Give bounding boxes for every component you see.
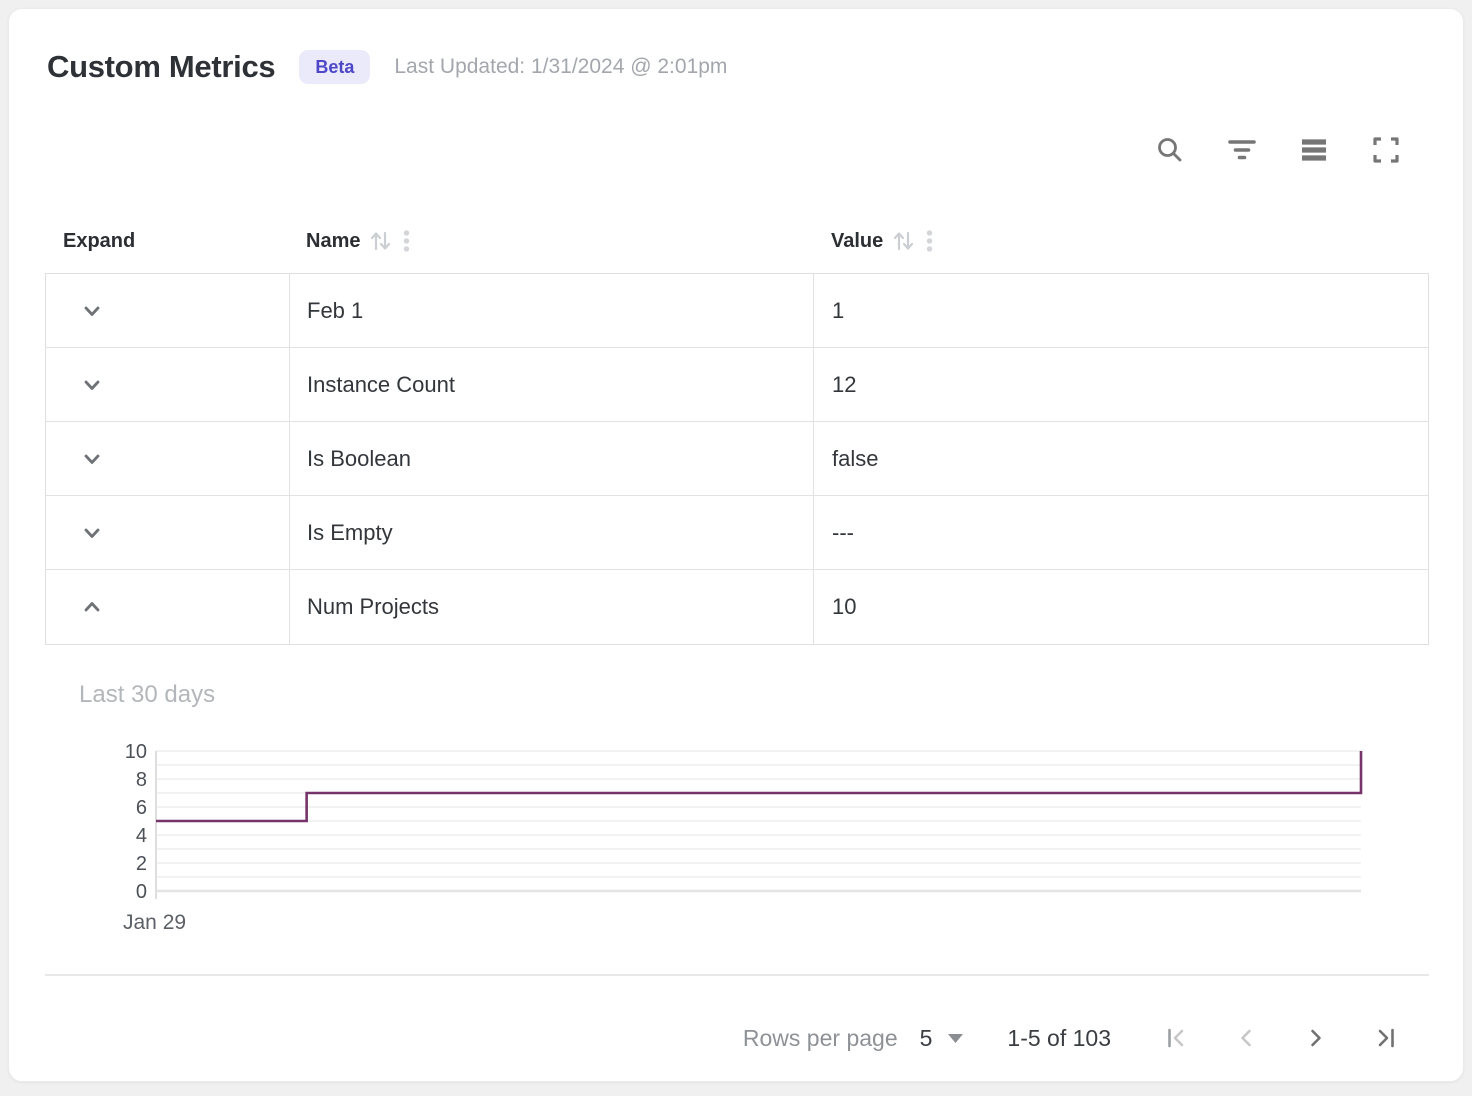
pagination-controls [1161,1023,1401,1053]
svg-text:4: 4 [136,825,147,847]
last-page-button[interactable] [1371,1023,1401,1053]
filter-icon[interactable] [1225,133,1259,167]
sort-icon[interactable] [892,228,916,254]
table-body: Feb 1 1 Instance Count 12 Is Boolean fal… [45,273,1429,645]
pagination-range-label: 1-5 of 103 [1007,1024,1111,1051]
table-row: Num Projects 10 [46,570,1428,644]
table-row: Instance Count 12 [46,348,1428,422]
column-label-expand: Expand [63,229,136,252]
previous-page-button[interactable] [1231,1023,1261,1053]
rows-per-page-select[interactable]: 5 [919,1024,933,1051]
first-page-button[interactable] [1161,1023,1191,1053]
pagination-footer: Rows per page 5 1-5 of 103 [743,1007,1401,1069]
caret-down-icon[interactable] [948,1033,964,1043]
expand-chevron-icon[interactable] [78,519,106,547]
page-title: Custom Metrics [47,49,276,84]
metric-name: Instance Count [290,348,814,421]
footer-divider [45,974,1429,976]
column-menu-icon[interactable] [402,227,411,255]
svg-text:6: 6 [136,797,147,819]
metric-name: Num Projects [290,570,814,644]
column-header-name[interactable]: Name [306,215,411,267]
column-label-value: Value [831,229,884,252]
search-icon[interactable] [1153,133,1187,167]
grid-toolbar [1153,133,1403,167]
title-row: Custom Metrics Beta Last Updated: 1/31/2… [47,49,727,85]
column-label-name: Name [306,229,361,252]
metric-value: false [832,445,879,471]
table-row: Feb 1 1 [46,274,1428,348]
collapse-chevron-icon[interactable] [78,593,106,621]
metric-name: Is Boolean [290,422,814,495]
metric-value: --- [832,519,854,545]
metric-value: 12 [832,371,857,397]
sort-icon[interactable] [369,228,393,254]
expand-chevron-icon[interactable] [78,371,106,399]
rows-per-page-label: Rows per page [742,1024,898,1051]
svg-text:8: 8 [136,769,147,791]
svg-text:10: 10 [125,741,147,763]
expand-chevron-icon[interactable] [78,445,106,473]
svg-text:2: 2 [136,853,147,875]
table-row: Is Empty --- [46,496,1428,570]
table-header: Expand Name Value [45,215,1429,267]
last-updated-text: Last Updated: 1/31/2024 @ 2:01pm [394,55,728,78]
beta-badge: Beta [299,50,371,84]
density-icon[interactable] [1297,133,1331,167]
detail-panel-title: Last 30 days [79,681,216,708]
metric-value: 10 [832,594,857,619]
column-menu-icon[interactable] [925,227,934,255]
next-page-button[interactable] [1301,1023,1331,1053]
fullscreen-icon[interactable] [1369,133,1403,167]
custom-metrics-card: Custom Metrics Beta Last Updated: 1/31/2… [8,8,1464,1082]
column-header-expand: Expand [63,215,135,267]
trend-step-chart: 0 2 4 6 8 10 Jan 29 [123,741,1363,934]
svg-text:Jan 29: Jan 29 [123,911,186,934]
metric-name: Is Empty [290,496,814,569]
metric-name: Feb 1 [290,274,814,347]
column-header-value[interactable]: Value [831,215,934,267]
svg-text:0: 0 [136,881,147,903]
expand-chevron-icon[interactable] [78,297,106,325]
metric-value: 1 [832,297,845,323]
table-row: Is Boolean false [46,422,1428,496]
